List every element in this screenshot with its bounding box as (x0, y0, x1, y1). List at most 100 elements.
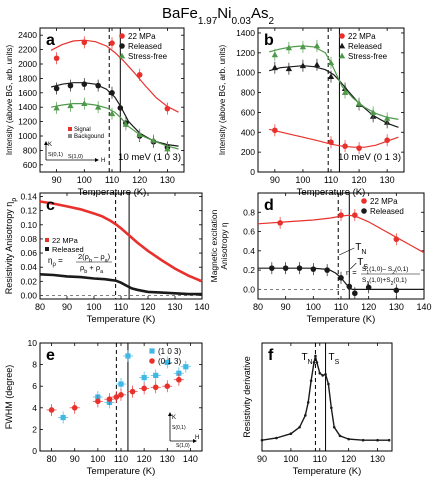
data-point (176, 376, 182, 383)
x-tick-label: 80 (47, 454, 57, 464)
x-axis-label: Temperature (K) (293, 466, 362, 477)
x-tick-label: 140 (183, 454, 198, 464)
legend-marker (149, 358, 155, 364)
h-arrowhead (193, 439, 197, 443)
y-tick-label: 400 (241, 127, 255, 137)
y-axis-label: Intensity (above BG, arb. units) (5, 45, 14, 156)
inset-s10-label: S(1,0) (176, 443, 190, 449)
legend-entry: Released (338, 42, 382, 51)
y-tick-label: 2 (32, 424, 37, 434)
data-point (299, 62, 307, 69)
figure-title: BaFe1.97Ni0.03As2 (162, 5, 274, 27)
data-point (81, 100, 88, 106)
y-tick-label: 6 (32, 381, 37, 391)
x-tick-label: 90 (270, 175, 280, 185)
data-point (298, 425, 301, 429)
panel-label: d (264, 197, 274, 214)
x-tick-label: 110 (324, 175, 338, 185)
inset-schematic: K H S(0,1) S(1,0) (168, 412, 199, 449)
data-point (277, 220, 283, 226)
text-span: S (363, 264, 368, 271)
data-point (94, 103, 102, 110)
x-tick-label: 90 (52, 175, 62, 185)
x-axis-label: Temperature (K) (87, 314, 156, 325)
data-point (118, 392, 124, 398)
data-point (176, 370, 182, 376)
series-stress-free (269, 39, 399, 125)
x-tick-label: 100 (283, 454, 298, 464)
series-22-mpa (257, 209, 425, 254)
data-point (108, 110, 116, 117)
text-span: b (89, 258, 92, 264)
series-released (258, 262, 424, 300)
data-point (183, 364, 189, 370)
tn-pointer (339, 247, 355, 256)
data-point (53, 104, 60, 111)
inset-s01-label: S(0,1) (48, 152, 63, 158)
text-span: a (100, 269, 104, 275)
panel-e: 80 90 100 110 120 130 140 0 2 4 6 8 10 Temperature (K… (4, 338, 203, 477)
text-span: ρ (80, 263, 84, 272)
x-tick-label: 130 (370, 454, 385, 464)
x-tick-label: 140 (416, 302, 431, 312)
data-point (314, 354, 317, 358)
x-tick-label: 120 (341, 454, 356, 464)
ts-label: TS (329, 352, 340, 366)
ts-pointer (350, 262, 357, 270)
data-point (299, 43, 307, 50)
data-point (383, 115, 391, 121)
text-span: ) (108, 252, 111, 261)
panel-label: a (46, 32, 55, 49)
data-point (315, 361, 319, 364)
y-tick-label: 0.14 (20, 192, 37, 202)
data-point (275, 436, 278, 440)
data-point (328, 139, 334, 146)
y-tick-label: 2200 (18, 45, 37, 55)
panel-b: 90 100 110 120 1300200400600800100012001400T… (218, 27, 405, 198)
y-tick-label: 1800 (18, 73, 37, 83)
y-tick-label: 2400 (18, 30, 37, 40)
data-point (122, 121, 130, 127)
x-tick-label: 130 (167, 302, 182, 312)
text-span: 1 (366, 270, 369, 276)
legend-marker (339, 33, 345, 39)
y-tick-label: 0.08 (20, 234, 37, 244)
y-tick-label: 0.06 (20, 248, 37, 258)
y-tick-label: 0.12 (20, 206, 37, 216)
fit-curve (269, 65, 399, 128)
data-point (152, 384, 159, 391)
y-tick-label: 0.8 (243, 207, 255, 217)
y-tick-label: 800 (241, 88, 255, 98)
data-point (309, 379, 313, 383)
text-span: 2 (391, 281, 394, 287)
data-point (342, 143, 348, 149)
y-tick-label: 2000 (18, 59, 37, 69)
panel-f: 90 100 110 120 130 Temperature (K) Resistivity… (242, 342, 393, 477)
legend-label: (1 0 3) (158, 347, 181, 356)
text-span: Resistivity Anisotropy η (4, 202, 14, 295)
data-line (39, 273, 202, 296)
data-point (136, 72, 143, 78)
x-tick-label: 130 (389, 302, 404, 312)
text-span: = (56, 256, 63, 265)
x-tick-label: 100 (86, 302, 101, 312)
text-span: ρ (52, 262, 56, 268)
data-point (109, 40, 115, 46)
panel-label: b (264, 32, 274, 49)
y-tick-label: 1400 (18, 102, 37, 112)
x-tick-label: 100 (295, 175, 310, 185)
panel-label: c (46, 197, 55, 214)
series-22-mpa (50, 36, 179, 115)
x-tick-label: 90 (281, 302, 291, 312)
data-point (296, 265, 303, 271)
data-point (164, 105, 171, 112)
legend-entry: Stress-free (118, 52, 168, 61)
ts-label: TS (357, 257, 368, 271)
data-point (53, 85, 60, 92)
legend-entry: (1 0 3) (149, 347, 181, 356)
legend-marker (361, 208, 367, 214)
x-tick-label: 120 (137, 454, 152, 464)
x-tick-label: 120 (352, 175, 367, 185)
data-point (125, 353, 131, 359)
